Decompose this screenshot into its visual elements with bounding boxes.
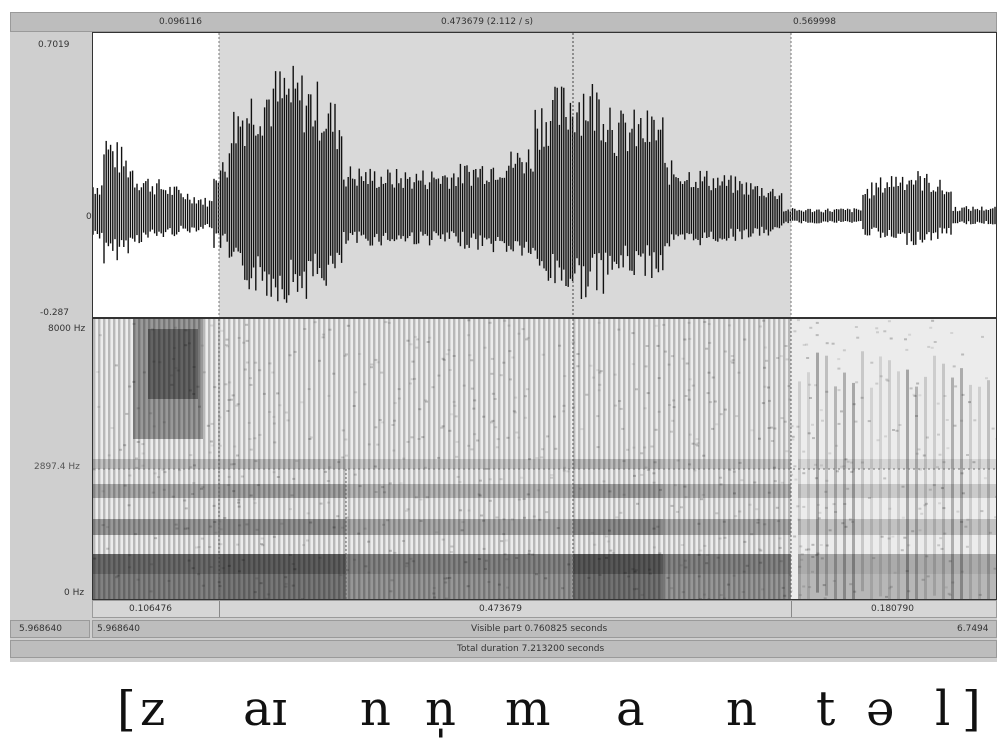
segment-a: a xyxy=(616,681,645,737)
spectrogram-image xyxy=(93,319,996,599)
visible-end-box: 6.7494 xyxy=(957,624,989,634)
selection-start-time: 0.096116 xyxy=(159,17,202,27)
waveform-min-label: -0.287 xyxy=(40,308,70,318)
selection-end-time: 0.569998 xyxy=(793,17,836,27)
visible-start-box: 5.968640 xyxy=(97,624,140,634)
visible-start-field[interactable]: 5.968640 xyxy=(10,620,90,638)
open-bracket: [ xyxy=(117,681,136,737)
visible-part-bar[interactable]: 5.968640 Visible part 0.760825 seconds 6… xyxy=(92,620,997,638)
selection-duration: 0.473679 (2.112 / s) xyxy=(441,17,534,27)
spectrogram-bottom-freq: 0 Hz xyxy=(64,588,85,598)
segment-t: t xyxy=(816,681,836,737)
waveform-max-label: 0.7019 xyxy=(38,40,70,50)
spectrogram-cursor-freq: 2897.4 Hz xyxy=(34,462,80,472)
segment-left-duration: 0.106476 xyxy=(129,604,172,614)
segment-syllabic-n: n̩ xyxy=(425,681,456,737)
segment-n2: n xyxy=(726,681,757,737)
close-bracket: ] xyxy=(962,681,981,737)
segment-ai: aɪ xyxy=(243,681,287,737)
total-duration-bar[interactable]: Total duration 7.213200 seconds xyxy=(10,640,997,658)
segment-l: l xyxy=(935,681,951,737)
segment-center-duration: 0.473679 xyxy=(479,604,522,614)
segment-m: m xyxy=(505,681,551,737)
segment-n: n xyxy=(360,681,391,737)
spectrogram-panel[interactable] xyxy=(92,318,997,600)
segment-z: z xyxy=(140,681,166,737)
waveform-panel[interactable] xyxy=(92,32,997,318)
segment-right-duration: 0.180790 xyxy=(871,604,914,614)
total-duration-label: Total duration 7.213200 seconds xyxy=(457,644,605,654)
waveform-trace xyxy=(93,33,996,317)
spectrogram-top-freq: 8000 Hz xyxy=(48,324,86,334)
selection-time-bar[interactable]: 0.096116 0.473679 (2.112 / s) 0.569998 xyxy=(10,12,997,32)
duration-bar[interactable]: 0.106476 0.473679 0.180790 xyxy=(92,600,997,618)
sound-editor-window: 0.096116 0.473679 (2.112 / s) 0.569998 0… xyxy=(10,12,997,662)
waveform-selection xyxy=(219,33,791,317)
waveform-zero-label: 0 xyxy=(86,212,92,222)
visible-part-label: Visible part 0.760825 seconds xyxy=(471,624,608,634)
segment-schwa: ə xyxy=(866,681,895,737)
